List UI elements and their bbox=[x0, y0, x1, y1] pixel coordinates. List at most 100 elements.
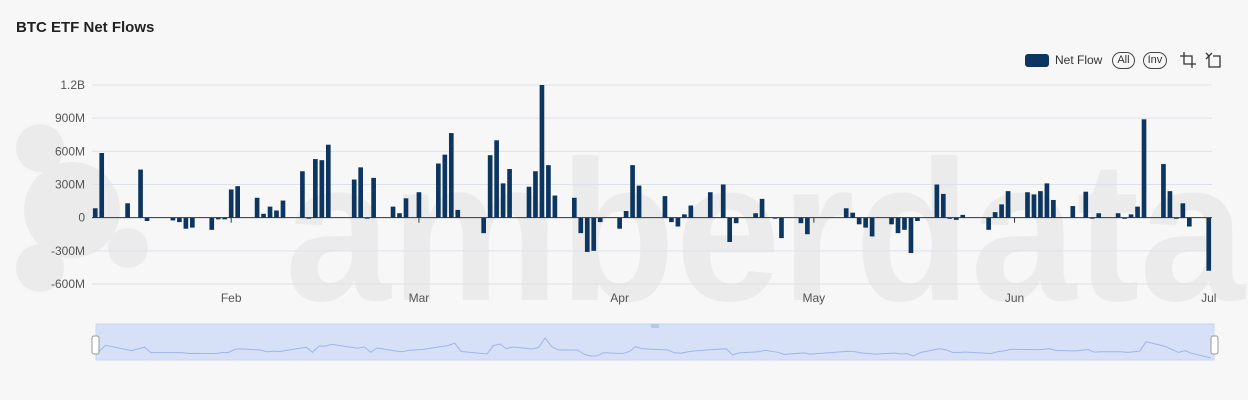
bar[interactable] bbox=[753, 213, 758, 218]
bar[interactable] bbox=[1025, 192, 1030, 218]
bar[interactable] bbox=[1031, 194, 1037, 218]
bar[interactable] bbox=[138, 169, 143, 218]
bar[interactable] bbox=[455, 209, 461, 218]
bar[interactable] bbox=[850, 212, 856, 218]
bar[interactable] bbox=[947, 217, 953, 219]
bar[interactable] bbox=[1096, 213, 1102, 218]
bar[interactable] bbox=[856, 217, 862, 225]
range-navigator[interactable] bbox=[91, 323, 1219, 361]
bar[interactable] bbox=[552, 195, 558, 218]
bar[interactable] bbox=[416, 192, 422, 218]
bar[interactable] bbox=[889, 217, 894, 225]
bar[interactable] bbox=[500, 183, 506, 218]
bar[interactable] bbox=[688, 205, 694, 218]
bar[interactable] bbox=[908, 217, 914, 254]
bar[interactable] bbox=[1167, 191, 1173, 218]
bar[interactable] bbox=[630, 165, 635, 218]
bar[interactable] bbox=[261, 213, 266, 218]
bar[interactable] bbox=[494, 140, 499, 218]
bar[interactable] bbox=[1122, 217, 1127, 219]
bar[interactable] bbox=[934, 184, 940, 218]
bar[interactable] bbox=[1206, 217, 1212, 271]
legend-label[interactable]: Net Flow bbox=[1055, 53, 1103, 67]
bar[interactable] bbox=[325, 144, 331, 218]
bar[interactable] bbox=[539, 85, 545, 218]
bar[interactable] bbox=[300, 171, 305, 218]
bar[interactable] bbox=[487, 155, 493, 218]
bar[interactable] bbox=[1174, 217, 1179, 219]
bar[interactable] bbox=[798, 217, 804, 224]
legend-swatch[interactable] bbox=[1025, 53, 1049, 67]
bar[interactable] bbox=[863, 217, 868, 228]
bar[interactable] bbox=[507, 169, 512, 218]
bar[interactable] bbox=[1083, 191, 1089, 218]
bar[interactable] bbox=[1161, 164, 1166, 218]
bar[interactable] bbox=[371, 177, 376, 218]
bar[interactable] bbox=[313, 159, 318, 218]
bar[interactable] bbox=[707, 192, 713, 218]
bar[interactable] bbox=[177, 217, 182, 223]
bar[interactable] bbox=[403, 198, 409, 218]
bar[interactable] bbox=[183, 217, 189, 229]
bar[interactable] bbox=[280, 200, 286, 218]
bar[interactable] bbox=[992, 212, 998, 218]
bar[interactable] bbox=[1005, 191, 1011, 218]
bar[interactable] bbox=[436, 163, 441, 218]
bar[interactable] bbox=[591, 217, 597, 251]
bar[interactable] bbox=[675, 217, 681, 227]
navigator-window[interactable] bbox=[95, 323, 1215, 361]
bar[interactable] bbox=[267, 206, 273, 218]
bar[interactable] bbox=[235, 186, 240, 218]
bar[interactable] bbox=[720, 184, 726, 218]
bar[interactable] bbox=[682, 214, 687, 218]
bar[interactable] bbox=[953, 217, 959, 220]
bar[interactable] bbox=[1135, 206, 1140, 218]
bar[interactable] bbox=[546, 165, 551, 218]
bar[interactable] bbox=[662, 196, 668, 218]
bar[interactable] bbox=[481, 217, 487, 234]
bar[interactable] bbox=[254, 197, 260, 218]
bar[interactable] bbox=[358, 167, 364, 218]
bar[interactable] bbox=[99, 152, 105, 218]
bar[interactable] bbox=[895, 217, 901, 234]
all-button[interactable]: All bbox=[1112, 51, 1135, 69]
bar[interactable] bbox=[779, 217, 784, 239]
navigator-left-handle[interactable] bbox=[91, 335, 100, 355]
bar[interactable] bbox=[986, 217, 991, 230]
bar[interactable] bbox=[571, 197, 577, 218]
bar[interactable] bbox=[170, 217, 176, 221]
bar[interactable] bbox=[759, 198, 765, 218]
bar[interactable] bbox=[526, 186, 532, 218]
bar[interactable] bbox=[274, 210, 279, 218]
bar[interactable] bbox=[843, 208, 849, 218]
bar[interactable] bbox=[1051, 199, 1056, 218]
bar[interactable] bbox=[228, 189, 234, 218]
bar[interactable] bbox=[144, 217, 150, 221]
bar[interactable] bbox=[1128, 214, 1134, 218]
bar[interactable] bbox=[960, 214, 966, 218]
crop-zoom-icon[interactable] bbox=[1179, 51, 1197, 69]
bar[interactable] bbox=[999, 204, 1004, 218]
bar[interactable] bbox=[805, 217, 810, 235]
bar[interactable] bbox=[733, 217, 739, 224]
navigator-drag-bar[interactable] bbox=[651, 324, 659, 328]
bar[interactable] bbox=[1187, 217, 1192, 227]
bar[interactable] bbox=[319, 160, 325, 218]
bar[interactable] bbox=[584, 217, 590, 252]
bar[interactable] bbox=[1115, 213, 1121, 218]
bar[interactable] bbox=[578, 217, 584, 234]
bar[interactable] bbox=[222, 217, 228, 220]
bar[interactable] bbox=[351, 179, 357, 218]
navigator-right-handle[interactable] bbox=[1210, 335, 1219, 355]
bar[interactable] bbox=[1070, 206, 1076, 218]
bar[interactable] bbox=[597, 217, 603, 223]
bar[interactable] bbox=[1044, 183, 1050, 218]
bar[interactable] bbox=[1038, 191, 1043, 218]
bar[interactable] bbox=[533, 171, 538, 218]
bar[interactable] bbox=[125, 203, 130, 218]
bar[interactable] bbox=[636, 185, 642, 218]
bar[interactable] bbox=[669, 217, 674, 223]
bar[interactable] bbox=[915, 217, 920, 221]
bar[interactable] bbox=[1141, 119, 1147, 218]
